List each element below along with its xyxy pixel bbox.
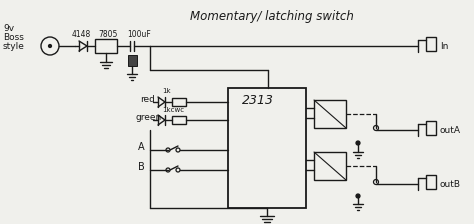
Circle shape [166,168,170,172]
Text: style: style [3,42,25,51]
Bar [314,152,346,180]
Circle shape [176,168,180,172]
Text: green: green [136,113,162,122]
Bar [128,55,137,66]
Text: 9v: 9v [3,24,14,33]
Text: B: B [138,162,145,172]
Text: 1kcwc: 1kcwc [162,107,184,113]
Text: Boss: Boss [3,33,24,42]
Text: 100uF: 100uF [127,30,151,39]
Text: 2313: 2313 [242,94,274,107]
Text: outB: outB [440,180,461,189]
Bar [95,39,117,53]
Bar [228,88,306,208]
Bar [172,116,186,124]
Bar [172,98,186,106]
Bar [426,37,436,51]
Text: A: A [138,142,145,152]
Bar [314,100,346,128]
Circle shape [356,141,360,145]
Text: Momentary/ latching switch: Momentary/ latching switch [190,10,354,23]
Circle shape [176,148,180,152]
Text: In: In [440,42,448,51]
Circle shape [48,45,52,47]
Circle shape [374,179,379,185]
Circle shape [166,148,170,152]
Text: 7805: 7805 [98,30,118,39]
Bar [426,175,436,189]
Text: outA: outA [440,126,461,135]
Circle shape [374,125,379,131]
Text: red: red [140,95,155,104]
Text: 4148: 4148 [72,30,91,39]
Bar [426,121,436,135]
Text: 1k: 1k [162,88,171,94]
Circle shape [356,194,360,198]
